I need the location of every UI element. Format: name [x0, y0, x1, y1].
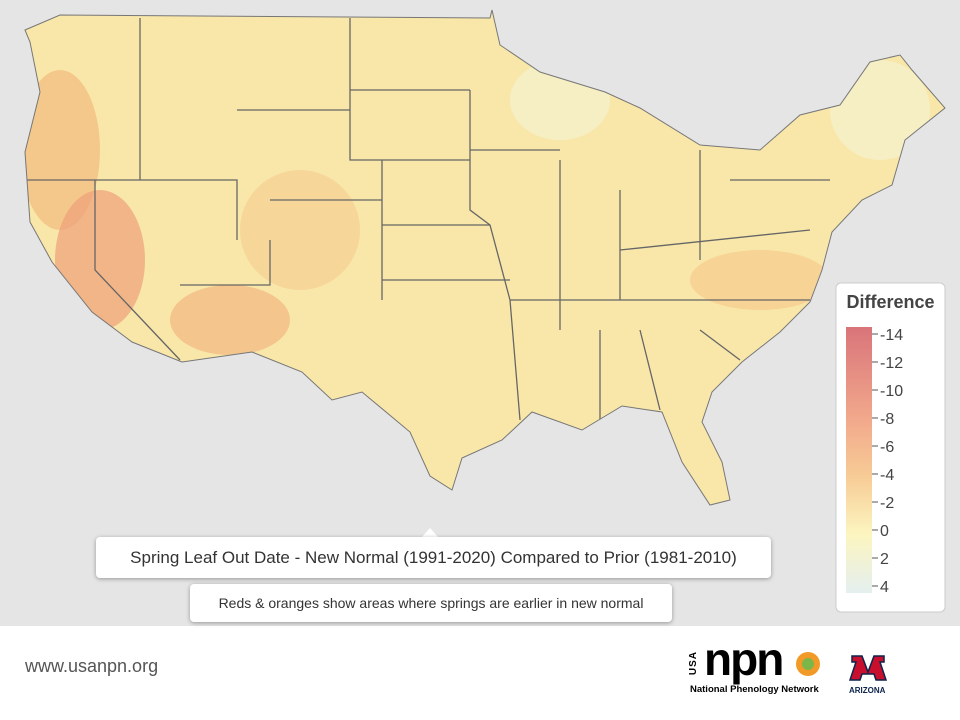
legend-tick-label: -12	[880, 355, 903, 372]
logo-arizona: ARIZONA	[849, 686, 886, 695]
us-outline	[24, 9, 946, 506]
footer-url: www.usanpn.org	[25, 656, 159, 676]
logo-usa: USA	[688, 651, 699, 676]
legend-tick-label: 2	[880, 551, 889, 568]
legend-tick-label: -4	[880, 467, 894, 484]
npn-logo-inner	[802, 658, 814, 670]
logo-npn: npn	[704, 633, 784, 685]
legend-title: Difference	[846, 292, 935, 312]
arizona-logo	[848, 655, 888, 681]
caption-pointer	[422, 528, 438, 537]
legend-tick-label: -10	[880, 383, 903, 400]
legend-tick-label: -8	[880, 411, 894, 428]
legend-colorbar	[846, 327, 872, 593]
legend-tick-label: -6	[880, 439, 894, 456]
legend-tick-label: 4	[880, 579, 889, 596]
subcaption: Reds & oranges show areas where springs …	[190, 584, 672, 622]
logo-network: National Phenology Network	[690, 684, 819, 695]
legend-tick-label: -2	[880, 495, 894, 512]
legend-tick-label: -14	[880, 327, 903, 344]
legend-tick-label: 0	[880, 523, 889, 540]
caption: Spring Leaf Out Date - New Normal (1991-…	[96, 537, 771, 578]
